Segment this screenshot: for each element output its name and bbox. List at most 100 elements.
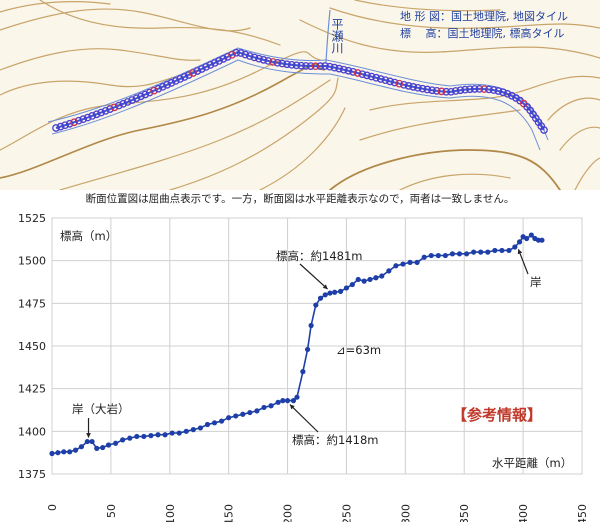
- arrow-head: [322, 284, 328, 290]
- x-tick-label: 100: [164, 504, 177, 522]
- route-point: [349, 68, 357, 76]
- route-point: [189, 69, 197, 77]
- route-point: [485, 85, 493, 94]
- route-point: [466, 85, 474, 94]
- x-tick-label: 200: [282, 504, 295, 522]
- data-point: [386, 268, 392, 274]
- data-point: [113, 440, 119, 446]
- data-point: [148, 433, 154, 439]
- route-point: [325, 62, 334, 71]
- route-point: [363, 71, 371, 80]
- route-point: [321, 62, 329, 70]
- data-point: [169, 430, 175, 436]
- arrow-head: [86, 433, 91, 438]
- route-point: [167, 79, 176, 87]
- route-point: [79, 115, 88, 123]
- y-axis-label: 標高（m）: [60, 229, 117, 243]
- route-point: [437, 87, 446, 96]
- route-point: [115, 101, 123, 110]
- route-point: [264, 57, 273, 65]
- route-point: [367, 72, 376, 81]
- route-point: [311, 62, 320, 71]
- route-point: [423, 85, 432, 94]
- data-point: [373, 275, 379, 281]
- route-point: [409, 83, 418, 91]
- contour-line: [329, 7, 600, 29]
- data-point: [414, 259, 420, 265]
- y-tick-label: 1375: [18, 468, 46, 481]
- route-point: [432, 87, 441, 95]
- data-point: [322, 292, 328, 298]
- route-point: [381, 76, 390, 85]
- arrow-head: [289, 404, 295, 410]
- data-point: [268, 403, 274, 409]
- data-point: [407, 259, 413, 265]
- data-point: [361, 278, 367, 284]
- data-point: [141, 433, 147, 440]
- data-point: [284, 398, 291, 404]
- data-point: [134, 433, 140, 440]
- route-point: [228, 50, 236, 59]
- route-point: [292, 61, 301, 70]
- route-point: [461, 85, 469, 94]
- route-point: [395, 79, 404, 88]
- contour-line: [359, 109, 521, 141]
- data-point: [499, 247, 505, 254]
- route-point: [442, 87, 451, 96]
- survey-points: [52, 48, 548, 134]
- route-point: [197, 65, 206, 73]
- data-point: [337, 288, 344, 294]
- contour-line: [259, 107, 346, 190]
- data-point: [183, 428, 189, 434]
- route-point: [193, 67, 202, 75]
- y-tick-label: 1475: [18, 297, 46, 310]
- route-point: [88, 112, 97, 120]
- data-point: [155, 432, 161, 438]
- x-tick-label: 0: [46, 504, 59, 511]
- route-point: [372, 73, 381, 82]
- data-point: [456, 251, 463, 257]
- route-point: [150, 86, 158, 95]
- route-point: [232, 48, 241, 57]
- route-point: [330, 63, 339, 72]
- x-tick-label: 150: [223, 504, 236, 522]
- route-point: [418, 84, 427, 93]
- route-point: [456, 86, 465, 95]
- data-point: [280, 398, 286, 404]
- annotation-bank: 岸: [530, 275, 542, 289]
- route-point: [390, 78, 399, 87]
- data-point: [304, 346, 311, 353]
- data-point: [516, 239, 523, 245]
- contour-line: [559, 126, 600, 151]
- route-point: [61, 121, 69, 130]
- route-point: [137, 92, 145, 101]
- route-point: [65, 119, 74, 128]
- arrow-bank: [517, 249, 529, 275]
- route-point: [400, 80, 408, 89]
- route-point: [74, 116, 83, 125]
- data-point: [261, 404, 267, 411]
- river-name-label: 平瀬川: [330, 18, 344, 54]
- route-point: [428, 86, 436, 95]
- elevation-series: [49, 232, 545, 457]
- stream-line: [325, 9, 331, 63]
- route-point: [128, 96, 136, 104]
- data-point: [421, 254, 427, 260]
- route-point: [507, 91, 516, 100]
- route-point: [163, 81, 171, 89]
- route-point: [414, 83, 422, 92]
- y-tick-label: 1500: [18, 255, 46, 268]
- data-point: [435, 252, 441, 259]
- arrow-shaft: [289, 404, 319, 433]
- data-point: [317, 295, 324, 301]
- route-point: [123, 98, 132, 106]
- route-point: [278, 59, 287, 68]
- route-point: [302, 62, 310, 70]
- y-tick-label: 1525: [18, 212, 46, 225]
- route-point: [110, 103, 119, 112]
- route-point: [540, 126, 548, 134]
- route-point: [176, 75, 184, 83]
- data-point: [524, 235, 530, 242]
- source-elevation: 標 高：国土地理院, 標高タイル: [400, 26, 565, 40]
- data-point: [233, 413, 239, 419]
